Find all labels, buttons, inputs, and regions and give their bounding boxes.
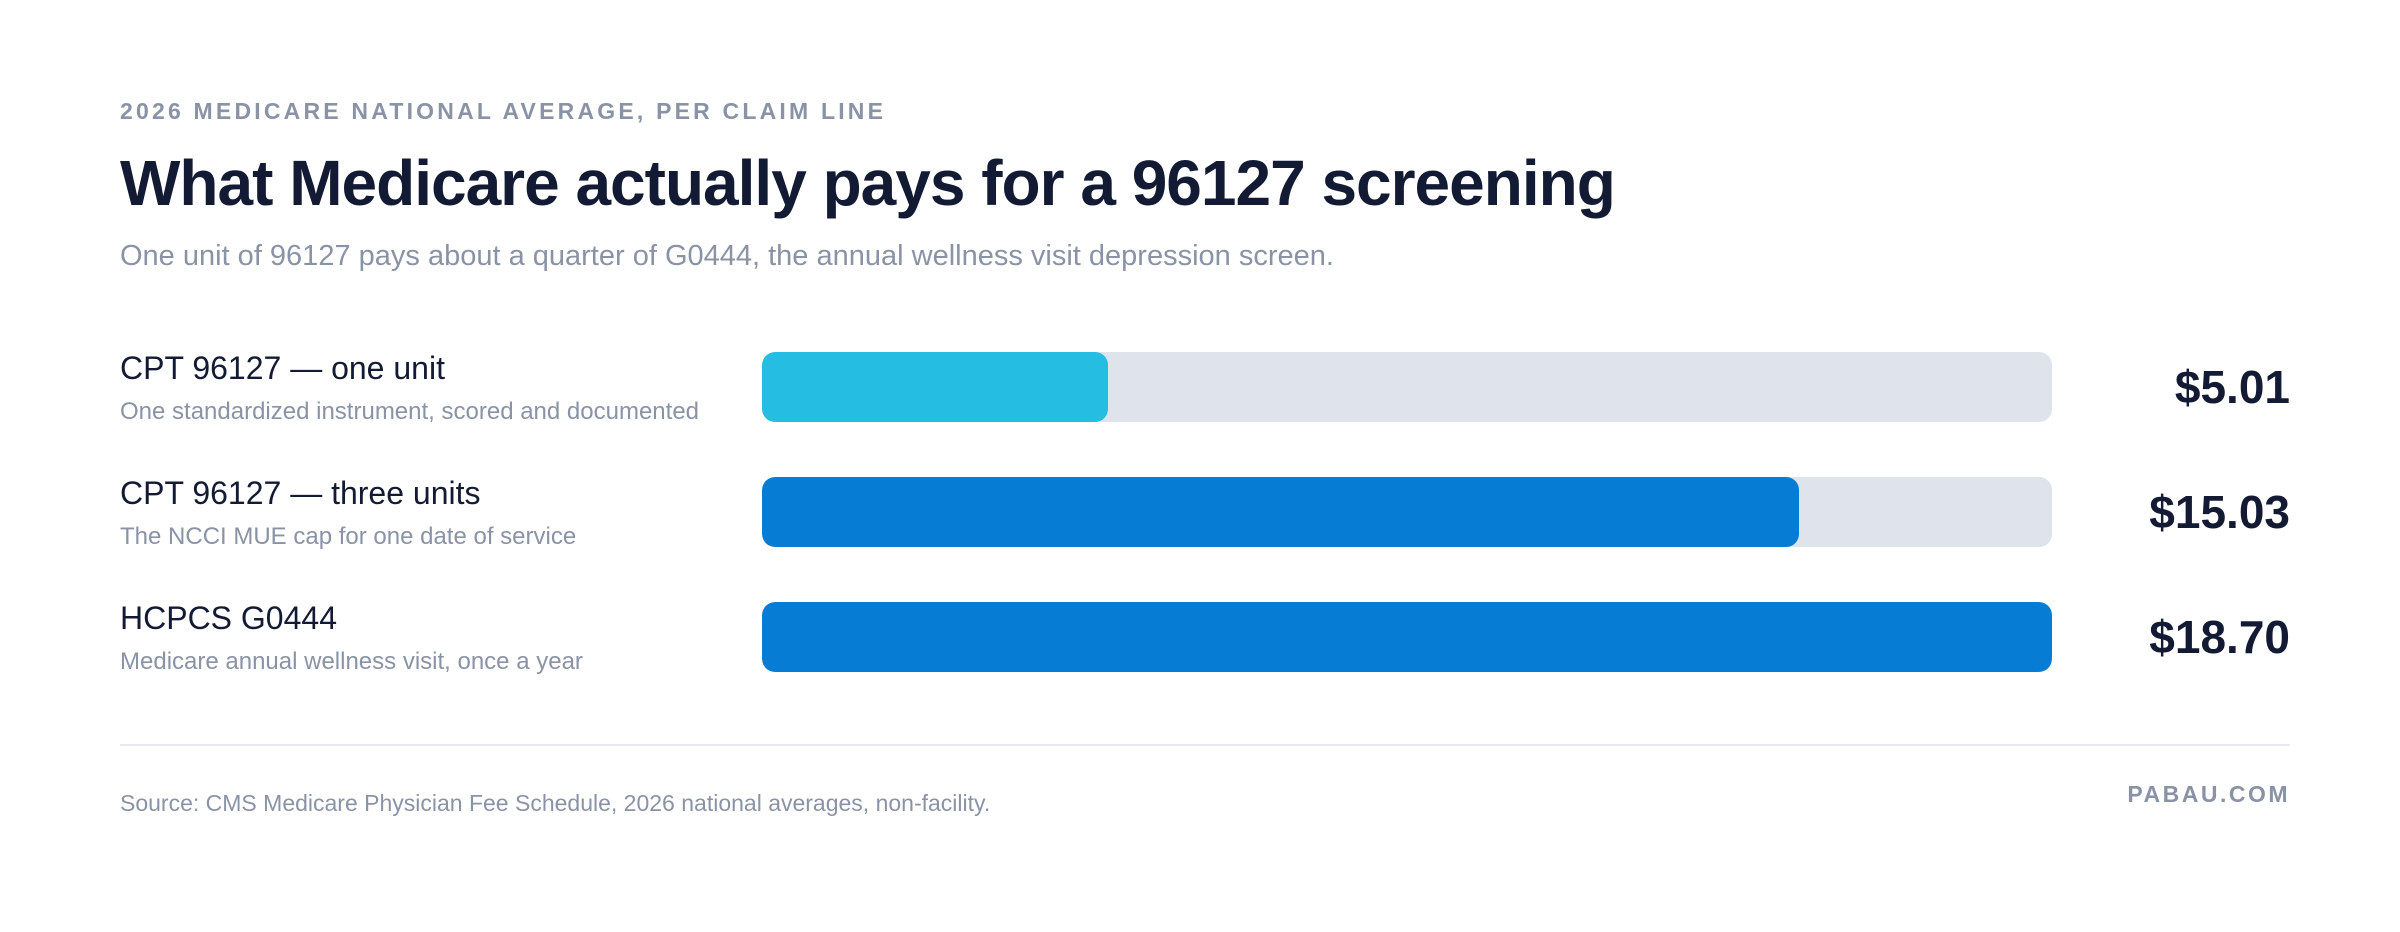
bar-row: CPT 96127 — one unit One standardized in… — [0, 350, 2400, 425]
chart-title: What Medicare actually pays for a 96127 … — [120, 147, 1616, 219]
bar-label: HCPCS G0444 — [120, 600, 337, 636]
bar-value-label: $18.70 — [2149, 611, 2290, 663]
bar — [762, 602, 2052, 672]
bar-description: One standardized instrument, scored and … — [120, 398, 700, 425]
chart-subtitle: One unit of 96127 pays about a quarter o… — [120, 240, 1334, 272]
bar-label: CPT 96127 — one unit — [120, 350, 445, 386]
footer-divider — [120, 744, 2290, 746]
bar-description: The NCCI MUE cap for one date of service — [120, 523, 577, 550]
bar-track — [762, 602, 2052, 672]
bar-row: HCPCS G0444 Medicare annual wellness vis… — [0, 600, 2400, 675]
bar — [762, 352, 1108, 422]
bar-value-label: $15.03 — [2149, 486, 2290, 538]
source-note: Source: CMS Medicare Physician Fee Sched… — [120, 790, 991, 816]
bar — [762, 477, 1799, 547]
bar-value-label: $5.01 — [2174, 361, 2290, 413]
chart-eyebrow: 2026 MEDICARE NATIONAL AVERAGE, PER CLAI… — [120, 98, 887, 124]
bar-description: Medicare annual wellness visit, once a y… — [120, 648, 583, 675]
bar-label: CPT 96127 — three units — [120, 475, 481, 511]
bar-track — [762, 477, 2052, 547]
bar-row: CPT 96127 — three units The NCCI MUE cap… — [0, 475, 2400, 550]
brand-wordmark: PABAU.COM — [2127, 781, 2290, 807]
bar-track — [762, 352, 2052, 422]
